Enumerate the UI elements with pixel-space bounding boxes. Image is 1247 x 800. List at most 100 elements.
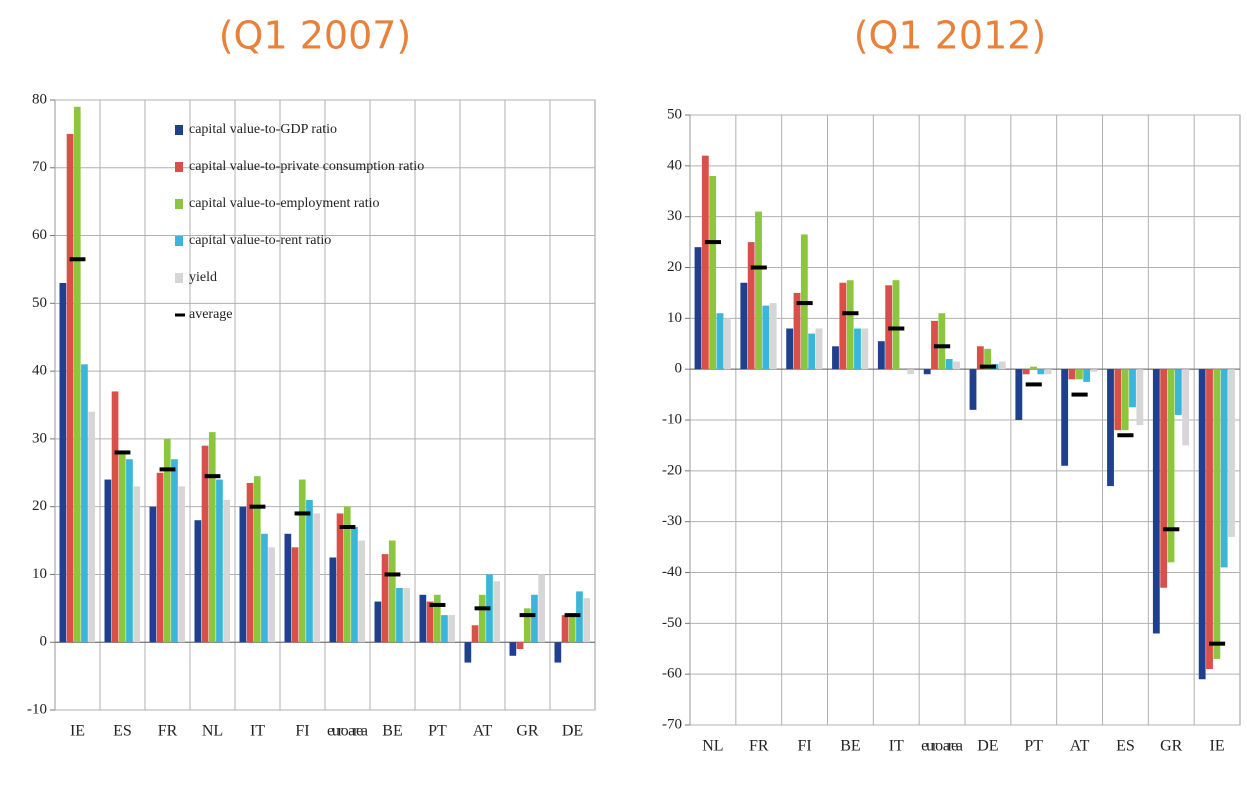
bar: [1061, 369, 1069, 466]
legend-swatch: [175, 313, 185, 317]
bar: [343, 506, 351, 643]
bar: [701, 155, 709, 370]
bar: [246, 482, 254, 643]
average-mark: [1025, 382, 1042, 387]
bar: [516, 642, 524, 649]
bar: [329, 557, 337, 643]
bar: [313, 513, 320, 643]
bar: [1198, 369, 1206, 680]
bar: [1129, 369, 1136, 408]
y-tick-label: -70: [662, 716, 682, 732]
average-mark: [159, 467, 176, 472]
legend-swatch: [175, 273, 183, 283]
bar: [81, 364, 88, 643]
bar: [1114, 369, 1122, 431]
bar: [709, 176, 717, 370]
bar: [1075, 369, 1083, 380]
bar: [786, 328, 794, 370]
x-tick-label: BE: [840, 738, 860, 755]
legend-label: capital value-to-private consumption rat…: [189, 159, 424, 174]
bar: [441, 615, 448, 643]
bar: [723, 318, 731, 370]
average-mark: [519, 613, 536, 618]
x-tick-label: FI: [797, 738, 811, 755]
y-tick-label: -30: [662, 513, 682, 529]
bar: [769, 303, 777, 370]
bar: [126, 459, 133, 643]
bar: [938, 313, 946, 370]
bar: [755, 211, 762, 370]
x-tick-label: NL: [702, 738, 723, 755]
average-mark: [204, 474, 221, 479]
average-mark: [294, 511, 311, 516]
x-tick-label: DE: [562, 723, 583, 740]
bar: [171, 459, 178, 643]
x-tick-label: IE: [70, 723, 85, 740]
average-mark: [69, 257, 86, 262]
legend-swatch: [175, 236, 183, 246]
bar: [403, 588, 410, 643]
bar: [133, 486, 140, 643]
average-mark: [934, 344, 951, 349]
y-tick-label: 20: [32, 498, 47, 514]
y-tick-label: -10: [27, 701, 47, 717]
bar: [1213, 369, 1221, 659]
bar: [839, 282, 847, 370]
x-tick-label: IT: [889, 738, 904, 755]
bar: [808, 333, 816, 370]
bar: [976, 346, 984, 370]
bar: [66, 133, 74, 643]
y-tick-label: 0: [675, 361, 683, 377]
bar: [464, 642, 472, 663]
x-tick-label: euro area: [327, 723, 368, 740]
bar: [554, 642, 562, 663]
bar: [216, 479, 223, 643]
bar: [953, 361, 960, 370]
bar: [336, 513, 344, 643]
bar: [1090, 369, 1098, 372]
bar: [419, 594, 427, 643]
y-tick-label: -10: [662, 411, 682, 427]
bar: [832, 346, 839, 370]
bar: [156, 472, 164, 643]
y-tick-label: 30: [32, 430, 47, 446]
bar: [923, 369, 931, 375]
average-mark: [842, 311, 859, 316]
bar: [509, 642, 517, 656]
bar: [433, 594, 441, 643]
x-tick-label: GR: [1160, 738, 1183, 755]
chart-title: (Q1 2012): [854, 14, 1047, 58]
average-mark: [474, 606, 491, 611]
bar: [1152, 369, 1160, 634]
x-tick-label: PT: [1024, 738, 1043, 755]
bar: [201, 445, 209, 643]
bar: [448, 615, 455, 643]
average-mark: [384, 572, 401, 577]
bar: [892, 280, 900, 370]
y-tick-label: -60: [662, 666, 682, 682]
average-mark: [1209, 641, 1226, 646]
legend-label: capital value-to-GDP ratio: [189, 122, 337, 137]
average-mark: [339, 525, 356, 529]
y-tick-label: 0: [40, 634, 48, 650]
average-mark: [1071, 392, 1088, 397]
legend-label: average: [189, 307, 233, 322]
bar: [854, 328, 861, 370]
bar: [426, 601, 434, 643]
average-mark: [429, 602, 446, 607]
legend-label: capital value-to-employment ratio: [189, 196, 379, 211]
x-tick-label: FR: [158, 723, 178, 740]
bar: [1068, 369, 1076, 380]
bar: [538, 574, 545, 643]
legend-swatch: [175, 199, 183, 209]
bar: [1228, 369, 1235, 537]
x-tick-label: NL: [202, 723, 223, 740]
bar: [298, 479, 306, 643]
bar: [694, 247, 702, 370]
bar: [493, 581, 500, 643]
bar: [388, 540, 396, 643]
x-tick-label: BE: [382, 723, 402, 740]
bar: [149, 506, 157, 643]
bar: [178, 486, 185, 643]
x-tick-label: PT: [428, 723, 447, 740]
